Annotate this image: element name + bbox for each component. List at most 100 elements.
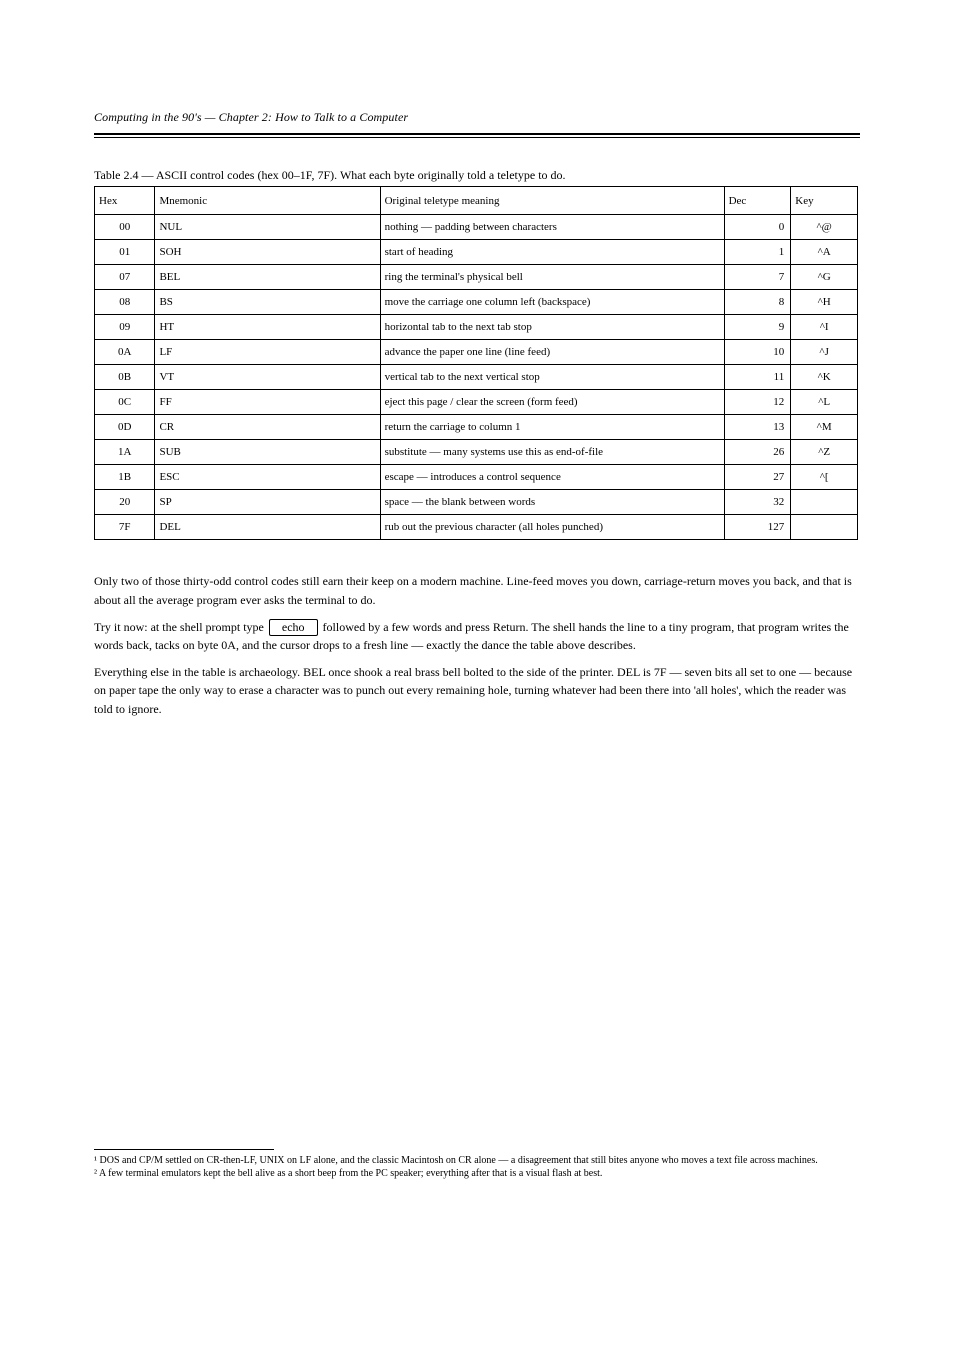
table-row: 7FDELrub out the previous character (all… [95,515,858,540]
table-cell: DEL [155,515,380,540]
table-cell: ^K [791,365,858,390]
table-cell: 08 [95,290,155,315]
paragraph-3: Everything else in the table is archaeol… [94,663,860,719]
table-cell: ^H [791,290,858,315]
table-cell: FF [155,390,380,415]
table-cell: 0C [95,390,155,415]
table-cell: ^Z [791,440,858,465]
table-cell: horizontal tab to the next tab stop [380,315,724,340]
running-head-rules [94,133,860,138]
paragraph-1: Only two of those thirty-odd control cod… [94,572,860,609]
running-head-text: Computing in the 90's — Chapter 2: How t… [94,110,408,124]
table-cell: 00 [95,215,155,240]
table-row: 1BESCescape — introduces a control seque… [95,465,858,490]
table-cell: SOH [155,240,380,265]
table-cell: eject this page / clear the screen (form… [380,390,724,415]
table-cell: ^@ [791,215,858,240]
footnote-2: ² A few terminal emulators kept the bell… [94,1167,860,1181]
table-cell: 8 [724,290,791,315]
table-row: 00NULnothing — padding between character… [95,215,858,240]
table-cell: space — the blank between words [380,490,724,515]
table-cell: substitute — many systems use this as en… [380,440,724,465]
col-hex: Hex [95,187,155,215]
table-row: 1ASUBsubstitute — many systems use this … [95,440,858,465]
table-cell: 11 [724,365,791,390]
table-row: 08BSmove the carriage one column left (b… [95,290,858,315]
table-cell: ^J [791,340,858,365]
table-cell: 1B [95,465,155,490]
table-cell: start of heading [380,240,724,265]
table-cell [791,515,858,540]
table-cell [791,490,858,515]
table-body: 00NULnothing — padding between character… [95,215,858,540]
table-row: 07BELring the terminal's physical bell7^… [95,265,858,290]
table-cell: 20 [95,490,155,515]
table-cell: 0A [95,340,155,365]
table-cell: 9 [724,315,791,340]
table-cell: 32 [724,490,791,515]
table-cell: 09 [95,315,155,340]
table-cell: NUL [155,215,380,240]
footnote-rule [94,1149,274,1150]
table-cell: 0D [95,415,155,440]
table-cell: 10 [724,340,791,365]
table-cell: move the carriage one column left (backs… [380,290,724,315]
body-text: Only two of those thirty-odd control cod… [94,572,860,718]
p2-lead: Try it now: at the shell prompt type [94,620,267,634]
table-cell: SUB [155,440,380,465]
table-cell: ^L [791,390,858,415]
table-cell: 07 [95,265,155,290]
table-cell: 7 [724,265,791,290]
table-cell: vertical tab to the next vertical stop [380,365,724,390]
table-header-row: Hex Mnemonic Original teletype meaning D… [95,187,858,215]
table-cell: ESC [155,465,380,490]
table-row: 01SOHstart of heading1^A [95,240,858,265]
col-mnemonic: Mnemonic [155,187,380,215]
table-cell: 7F [95,515,155,540]
table-cell: return the carriage to column 1 [380,415,724,440]
paragraph-2: Try it now: at the shell prompt type ech… [94,618,860,655]
table-cell: ring the terminal's physical bell [380,265,724,290]
table-cell: HT [155,315,380,340]
table-cell: escape — introduces a control sequence [380,465,724,490]
table-cell: LF [155,340,380,365]
table-cell: rub out the previous character (all hole… [380,515,724,540]
table-cell: 13 [724,415,791,440]
boxed-command: echo [269,619,318,636]
table-cell: CR [155,415,380,440]
footnotes: ¹ DOS and CP/M settled on CR-then-LF, UN… [94,1154,860,1181]
table-cell: 27 [724,465,791,490]
table-cell: ^A [791,240,858,265]
footnote-1: ¹ DOS and CP/M settled on CR-then-LF, UN… [94,1154,860,1168]
table-row: 0CFFeject this page / clear the screen (… [95,390,858,415]
table-cell: BS [155,290,380,315]
table-row: 0ALFadvance the paper one line (line fee… [95,340,858,365]
col-dec: Dec [724,187,791,215]
ascii-control-table: Hex Mnemonic Original teletype meaning D… [94,186,858,540]
table-cell: 1A [95,440,155,465]
table-cell: nothing — padding between characters [380,215,724,240]
table-row: 0BVTvertical tab to the next vertical st… [95,365,858,390]
table-row: 0DCRreturn the carriage to column 113^M [95,415,858,440]
col-key: Key [791,187,858,215]
table-cell: 12 [724,390,791,415]
table-cell: SP [155,490,380,515]
table-cell: advance the paper one line (line feed) [380,340,724,365]
table-row: 20SPspace — the blank between words32 [95,490,858,515]
table-cell: 127 [724,515,791,540]
table-cell: ^[ [791,465,858,490]
manual-page: Computing in the 90's — Chapter 2: How t… [0,0,954,1351]
table-row: 09HThorizontal tab to the next tab stop9… [95,315,858,340]
table-cell: BEL [155,265,380,290]
table-caption: Table 2.4 — ASCII control codes (hex 00–… [94,168,860,182]
running-head: Computing in the 90's — Chapter 2: How t… [94,94,860,138]
table-cell: 0B [95,365,155,390]
table-cell: 1 [724,240,791,265]
table-cell: ^G [791,265,858,290]
table-cell: VT [155,365,380,390]
col-meaning: Original teletype meaning [380,187,724,215]
table-cell: 0 [724,215,791,240]
table-cell: ^I [791,315,858,340]
table-cell: 01 [95,240,155,265]
table-cell: ^M [791,415,858,440]
